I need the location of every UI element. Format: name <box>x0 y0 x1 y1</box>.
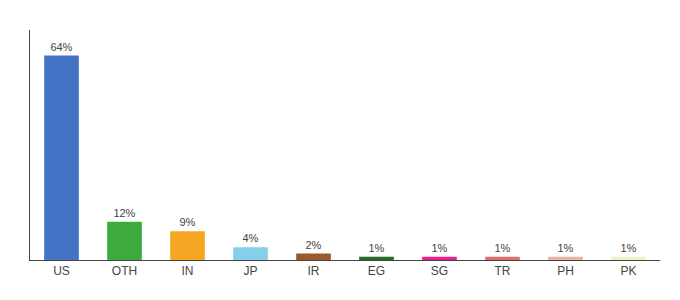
svg-text:TR: TR <box>495 264 511 278</box>
svg-text:2%: 2% <box>305 239 321 251</box>
svg-text:4%: 4% <box>242 232 258 244</box>
svg-text:IR: IR <box>308 264 320 278</box>
svg-text:1%: 1% <box>431 242 447 254</box>
svg-text:1%: 1% <box>368 242 384 254</box>
svg-text:1%: 1% <box>494 242 510 254</box>
svg-text:US: US <box>53 264 70 278</box>
svg-text:1%: 1% <box>557 242 573 254</box>
svg-text:IN: IN <box>182 264 194 278</box>
svg-text:PH: PH <box>557 264 574 278</box>
svg-text:1%: 1% <box>620 242 636 254</box>
svg-text:12%: 12% <box>113 207 135 219</box>
svg-text:JP: JP <box>243 264 257 278</box>
svg-text:EG: EG <box>368 264 385 278</box>
svg-text:SG: SG <box>431 264 448 278</box>
svg-text:9%: 9% <box>179 216 195 228</box>
svg-text:64%: 64% <box>50 41 72 53</box>
svg-text:OTH: OTH <box>112 264 137 278</box>
svg-text:PK: PK <box>620 264 636 278</box>
